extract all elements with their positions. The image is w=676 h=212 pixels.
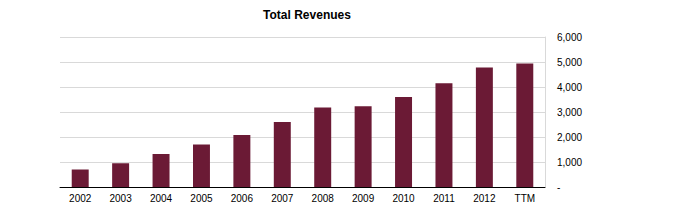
- svg-text:2004: 2004: [150, 193, 173, 204]
- svg-text:-: -: [557, 182, 560, 193]
- svg-text:2005: 2005: [190, 193, 213, 204]
- svg-text:2002: 2002: [69, 193, 92, 204]
- svg-text:Total Revenues: Total Revenues: [263, 8, 351, 22]
- svg-text:2009: 2009: [352, 193, 375, 204]
- svg-text:2012: 2012: [473, 193, 496, 204]
- svg-text:2011: 2011: [433, 193, 455, 204]
- svg-text:2,000: 2,000: [557, 132, 582, 143]
- svg-text:TTM: TTM: [515, 193, 536, 204]
- svg-text:3,000: 3,000: [557, 107, 582, 118]
- svg-text:4,000: 4,000: [557, 82, 582, 93]
- svg-text:2006: 2006: [231, 193, 254, 204]
- svg-text:2007: 2007: [271, 193, 294, 204]
- svg-text:6,000: 6,000: [557, 32, 582, 43]
- svg-text:2008: 2008: [312, 193, 335, 204]
- svg-text:2010: 2010: [392, 193, 415, 204]
- svg-text:2003: 2003: [110, 193, 133, 204]
- svg-text:1,000: 1,000: [557, 157, 582, 168]
- svg-text:5,000: 5,000: [557, 57, 582, 68]
